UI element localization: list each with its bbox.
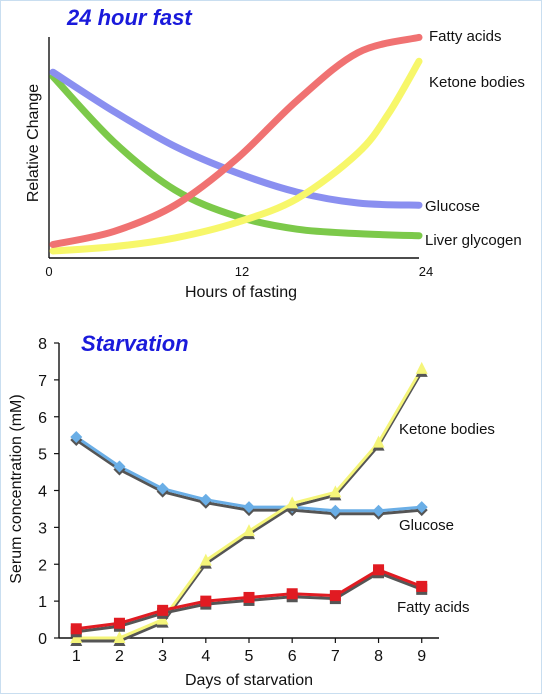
chart-starvation-point-fatty-acids	[416, 580, 428, 592]
chart-starvation-x-ticks: 1 2 3 4 5 6 7 8 9	[72, 638, 426, 665]
chart-starvation-y-tick: 7	[38, 373, 47, 390]
chart-24h-line-fatty-acids	[49, 33, 423, 248]
chart-starvation-title: Starvation	[81, 331, 189, 356]
chart-starvation-point-ketone-bodies	[243, 524, 255, 537]
chart-24h-y-label: Relative Change	[25, 84, 42, 202]
chart-starvation-y-tick: 0	[38, 631, 47, 648]
chart-starvation-point-glucose	[113, 460, 126, 473]
chart-24h-line-glucose	[49, 68, 423, 209]
chart-starvation-y-tick: 1	[38, 594, 47, 611]
chart-24h-label-ketone-bodies: Ketone bodies	[429, 74, 525, 91]
chart-starvation-point-fatty-acids	[329, 590, 341, 602]
chart-starvation-point-ketone-bodies	[286, 496, 299, 509]
chart-starvation-label-fatty-acids: Fatty acids	[397, 599, 470, 616]
chart-24h-x-ticks: 0 12 24	[45, 264, 433, 279]
chart-starvation-point-glucose	[372, 504, 385, 517]
chart-starvation-y-tick: 2	[38, 557, 47, 574]
chart-starvation-point-glucose	[329, 504, 342, 517]
chart-24h-series	[49, 33, 423, 255]
chart-starvation-x-tick: 1	[72, 648, 81, 665]
chart-24h-line-liver-glycogen	[49, 73, 423, 240]
chart-24h-x-tick: 24	[419, 264, 433, 279]
chart-starvation-series	[70, 361, 428, 646]
chart-starvation-x-tick: 4	[201, 648, 210, 665]
chart-starvation-point-glucose	[199, 493, 212, 506]
chart-starvation-y-tick: 5	[38, 447, 47, 464]
chart-24h: 24 hour fast Relative Change Hours of fa…	[25, 5, 525, 301]
chart-starvation-point-glucose	[415, 501, 428, 514]
chart-starvation-point-glucose	[70, 431, 83, 444]
chart-starvation-y-tick: 3	[38, 520, 47, 537]
chart-24h-line-ketone-bodies	[49, 57, 423, 255]
chart-starvation-point-fatty-acids	[286, 588, 298, 600]
chart-starvation-y-tick: 8	[38, 336, 47, 353]
chart-starvation-point-fatty-acids	[70, 623, 82, 635]
chart-24h-label-glucose: Glucose	[425, 198, 480, 215]
chart-starvation-point-ketone-bodies	[329, 485, 342, 498]
chart-24h-label-liver-glycogen: Liver glycogen	[425, 232, 522, 249]
chart-starvation-point-ketone-bodies	[113, 631, 126, 643]
chart-starvation-point-ketone-bodies	[199, 553, 212, 566]
chart-starvation-point-fatty-acids	[113, 617, 125, 629]
chart-starvation-x-tick: 2	[115, 648, 124, 665]
chart-starvation-x-tick: 3	[158, 648, 167, 665]
chart-starvation-y-label: Serum concentration (mM)	[8, 394, 25, 583]
chart-starvation-x-tick: 7	[331, 648, 340, 665]
chart-starvation-point-fatty-acids	[243, 591, 255, 603]
chart-starvation-y-tick: 6	[38, 410, 47, 427]
chart-starvation-point-ketone-bodies	[415, 361, 428, 374]
chart-24h-x-label: Hours of fasting	[185, 284, 297, 301]
chart-starvation: Starvation Serum concentration (mM) Days…	[8, 331, 495, 689]
chart-starvation-point-fatty-acids	[200, 595, 212, 607]
chart-starvation-label-ketone-bodies: Ketone bodies	[399, 421, 495, 438]
chart-24h-title: 24 hour fast	[66, 5, 193, 30]
chart-starvation-point-glucose	[156, 482, 169, 495]
chart-starvation-x-tick: 5	[245, 648, 254, 665]
chart-starvation-x-label: Days of starvation	[185, 672, 313, 689]
chart-24h-x-tick: 0	[45, 264, 52, 279]
chart-starvation-point-fatty-acids	[373, 564, 385, 576]
chart-starvation-x-tick: 9	[417, 648, 426, 665]
chart-starvation-point-glucose	[243, 501, 255, 514]
chart-starvation-x-tick: 8	[374, 648, 383, 665]
chart-starvation-point-ketone-bodies	[372, 435, 385, 448]
chart-starvation-x-tick: 6	[288, 648, 297, 665]
chart-24h-label-fatty-acids: Fatty acids	[429, 28, 502, 45]
chart-starvation-point-fatty-acids	[157, 604, 169, 616]
chart-starvation-label-glucose: Glucose	[399, 517, 454, 534]
chart-starvation-y-tick: 4	[38, 484, 47, 501]
chart-starvation-y-ticks: 0 1 2 3 4 5 6 7 8	[38, 336, 59, 648]
chart-24h-x-tick: 12	[235, 264, 249, 279]
